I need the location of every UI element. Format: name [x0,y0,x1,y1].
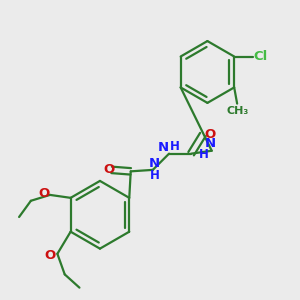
Text: N: N [158,141,169,154]
Text: H: H [199,148,209,161]
Text: H: H [150,169,160,182]
Text: O: O [103,164,114,176]
Text: O: O [44,249,56,262]
Text: O: O [38,187,50,200]
Text: CH₃: CH₃ [226,106,248,116]
Text: N: N [204,137,215,150]
Text: H: H [170,140,180,153]
Text: N: N [149,157,160,170]
Text: O: O [205,128,216,141]
Text: Cl: Cl [254,50,268,63]
